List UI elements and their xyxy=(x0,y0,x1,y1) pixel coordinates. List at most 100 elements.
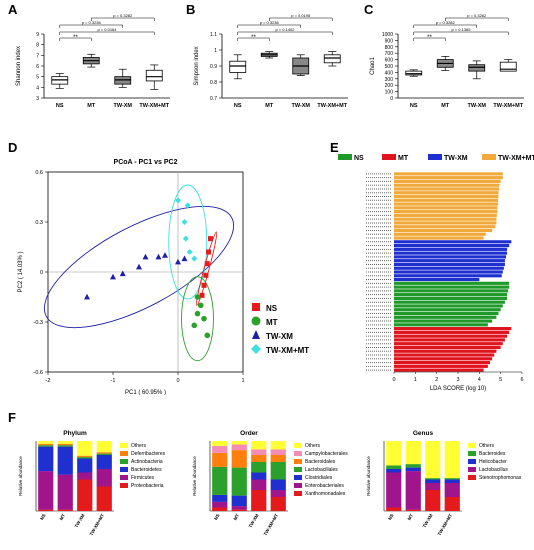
lda-bar xyxy=(394,274,502,278)
point-tw-xm xyxy=(110,273,116,280)
significance-bracket xyxy=(413,24,477,28)
x-tick-label: TW-XM+MT xyxy=(437,513,454,537)
stacked-segment xyxy=(270,462,286,480)
lda-bar xyxy=(394,338,505,342)
y-tick-label: 4 xyxy=(36,85,39,91)
stacked-segment xyxy=(231,441,247,445)
p-value-label: p = 0.1402 xyxy=(275,27,295,32)
y-tick-label: 900 xyxy=(385,38,394,44)
stacked-segment xyxy=(57,474,73,510)
x-tick-label: NS xyxy=(410,103,418,109)
point-tw-xm xyxy=(119,270,126,277)
point-ns xyxy=(201,282,207,288)
ellipse-tw-xm-mt xyxy=(168,184,208,300)
y-tick-label: 8 xyxy=(36,43,39,49)
x-tick-label: TW-XM+MT xyxy=(317,103,347,109)
y-tick-label: 0.8 xyxy=(210,80,217,86)
stacked-segment xyxy=(212,501,228,508)
legend-label: Stenotrophomonas xyxy=(479,475,522,481)
x-tick-label: 0 xyxy=(176,378,179,384)
x-tick-label: 0 xyxy=(392,377,395,383)
legend-label: TW-XM xyxy=(444,155,468,162)
x-tick-label: MT xyxy=(59,513,67,521)
lda-bar xyxy=(394,206,498,210)
y-tick-label: 0.6 xyxy=(35,170,43,176)
y-tick-label: 9 xyxy=(36,32,39,38)
point-ns xyxy=(206,249,212,255)
significance-stars: ** xyxy=(73,35,78,41)
point-mt xyxy=(194,294,201,300)
y-tick-label: 700 xyxy=(385,51,394,57)
chart-title: PCoA - PC1 vs PC2 xyxy=(114,159,178,166)
point-tw-xm xyxy=(162,252,168,258)
legend-label: MT xyxy=(398,155,409,162)
stacked-segment xyxy=(425,441,441,479)
legend-swatch xyxy=(482,154,496,160)
legend-label: TW-XM+MT xyxy=(266,346,309,355)
x-tick-label: MT xyxy=(233,513,241,521)
legend-label: Bacteroidales xyxy=(305,459,336,465)
significance-bracket xyxy=(237,24,301,28)
stacked-segment xyxy=(251,472,267,480)
y-tick-label: 0.3 xyxy=(35,220,43,226)
stacked-segment xyxy=(77,441,93,456)
lda-bar xyxy=(394,225,496,229)
stacked-segment xyxy=(96,486,112,511)
y-tick-label: 600 xyxy=(385,58,394,64)
panel-letter-a: A xyxy=(8,2,18,17)
stacked-segment xyxy=(212,441,228,446)
chart-title: Phylum xyxy=(63,430,87,437)
chart-title: Genus xyxy=(413,430,434,437)
lda-bar xyxy=(394,327,512,331)
stacked-segment xyxy=(96,452,112,454)
lda-bar xyxy=(394,202,499,206)
stacked-segment xyxy=(38,471,54,510)
legend-swatch xyxy=(294,451,302,456)
y-tick-label: 300 xyxy=(385,77,394,83)
lda-bar xyxy=(394,360,490,365)
legend-label: Xanthomonadales xyxy=(305,491,346,497)
x-tick-label: 3 xyxy=(456,377,459,383)
stacked-segment xyxy=(212,466,228,495)
stacked-segment xyxy=(251,455,267,462)
stacked-segment xyxy=(425,479,441,483)
legend-swatch xyxy=(468,459,476,464)
lda-bar xyxy=(394,266,504,270)
stacked-segment xyxy=(405,467,421,472)
stacked-segment xyxy=(212,452,228,467)
stacked-segment xyxy=(251,479,267,490)
lda-bar xyxy=(394,191,499,195)
stacked-segment xyxy=(38,445,54,447)
lda-bar xyxy=(394,240,512,244)
x-tick-label: -1 xyxy=(111,378,116,384)
stacked-segment xyxy=(57,443,73,446)
box xyxy=(499,61,517,72)
simpson-box-chart: 0.7 0.8 0.9 1 1.1 Simpson index NS MT TW-XM TW-XM… xyxy=(194,13,348,109)
x-tick-label: TW-XM xyxy=(113,103,132,109)
legend-swatch xyxy=(468,475,476,480)
significance-bracket xyxy=(445,17,509,21)
legend-swatch xyxy=(428,154,442,160)
stacked-segment xyxy=(96,453,112,455)
stacked-segment xyxy=(444,483,460,497)
lda-bar xyxy=(394,345,501,350)
x-tick-label: 5 xyxy=(499,377,502,383)
y-tick-label: 5 xyxy=(36,75,39,81)
legend-swatch xyxy=(468,451,476,456)
x-tick-label: TW-XM xyxy=(467,103,486,109)
y-tick-label: 0 xyxy=(40,270,43,276)
y-axis-label: Relative abundance xyxy=(192,456,197,496)
legend-label: TW-XM xyxy=(266,332,293,341)
x-tick-label: MT xyxy=(407,513,415,521)
x-tick-label: 6 xyxy=(520,377,523,383)
lda-bar xyxy=(394,293,508,297)
point-ns xyxy=(208,236,213,242)
y-tick-label: 6 xyxy=(36,64,39,70)
p-value-label: p = 0.3236 xyxy=(260,20,280,25)
legend-label: Proteobacteria xyxy=(131,483,164,489)
stacked-segment xyxy=(212,494,228,502)
stacked-segment xyxy=(38,446,54,472)
stacked-segment xyxy=(231,444,247,451)
significance-bracket xyxy=(237,31,333,35)
